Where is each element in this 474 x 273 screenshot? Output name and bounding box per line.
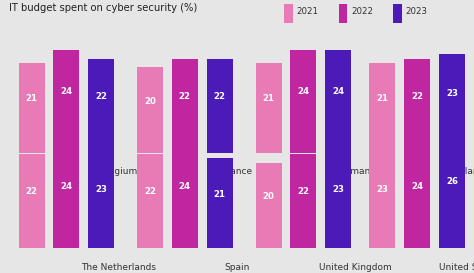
Text: 22: 22 (179, 92, 191, 101)
Bar (137, 67, 163, 153)
Text: 22: 22 (411, 92, 423, 101)
Text: 22: 22 (297, 187, 310, 196)
Text: 2021: 2021 (297, 7, 319, 16)
Text: 23: 23 (95, 185, 107, 194)
Text: Spain: Spain (224, 263, 250, 272)
Text: Germany: Germany (335, 167, 376, 176)
Bar (137, 154, 163, 248)
Bar (172, 58, 198, 153)
Bar (88, 58, 114, 153)
Text: 22: 22 (144, 187, 156, 196)
Text: 26: 26 (446, 177, 458, 186)
Text: 2022: 2022 (351, 7, 373, 16)
Bar (207, 158, 233, 248)
Bar (369, 150, 395, 248)
Text: 22: 22 (95, 92, 107, 101)
Text: 24: 24 (60, 182, 73, 191)
Text: 22: 22 (214, 92, 226, 101)
Text: 24: 24 (411, 182, 423, 191)
Bar (207, 58, 233, 153)
Bar (88, 150, 114, 248)
Text: 23: 23 (332, 185, 344, 194)
Text: 21: 21 (263, 94, 274, 103)
Text: 24: 24 (297, 87, 310, 96)
Bar (18, 154, 45, 248)
Text: 21: 21 (376, 94, 388, 103)
Text: 24: 24 (332, 87, 344, 96)
Text: Ireland: Ireland (454, 167, 474, 176)
Text: 23: 23 (446, 89, 458, 98)
Text: 21: 21 (26, 94, 37, 103)
Bar (439, 137, 465, 248)
Bar (255, 163, 282, 248)
Text: 21: 21 (214, 190, 226, 199)
Bar (290, 50, 317, 153)
Text: 24: 24 (179, 182, 191, 191)
Bar (18, 63, 45, 153)
Bar (53, 146, 79, 248)
Text: United Kingdom: United Kingdom (319, 263, 392, 272)
Text: The Netherlands: The Netherlands (81, 263, 156, 272)
Text: IT budget spent on cyber security (%): IT budget spent on cyber security (%) (9, 3, 198, 13)
Bar (325, 50, 351, 153)
Bar (369, 63, 395, 153)
Text: United States: United States (438, 263, 474, 272)
Text: France: France (222, 167, 252, 176)
Text: 22: 22 (26, 187, 37, 196)
Text: 20: 20 (144, 97, 156, 106)
Text: 2023: 2023 (406, 7, 428, 16)
Bar (404, 58, 430, 153)
Text: 20: 20 (263, 192, 274, 201)
Bar (439, 54, 465, 153)
Bar (404, 146, 430, 248)
Bar (290, 154, 317, 248)
Bar (325, 150, 351, 248)
Text: 23: 23 (376, 185, 388, 194)
Text: 24: 24 (60, 87, 73, 96)
Bar (53, 50, 79, 153)
Text: Belgium: Belgium (100, 167, 137, 176)
Bar (172, 146, 198, 248)
Bar (255, 63, 282, 153)
